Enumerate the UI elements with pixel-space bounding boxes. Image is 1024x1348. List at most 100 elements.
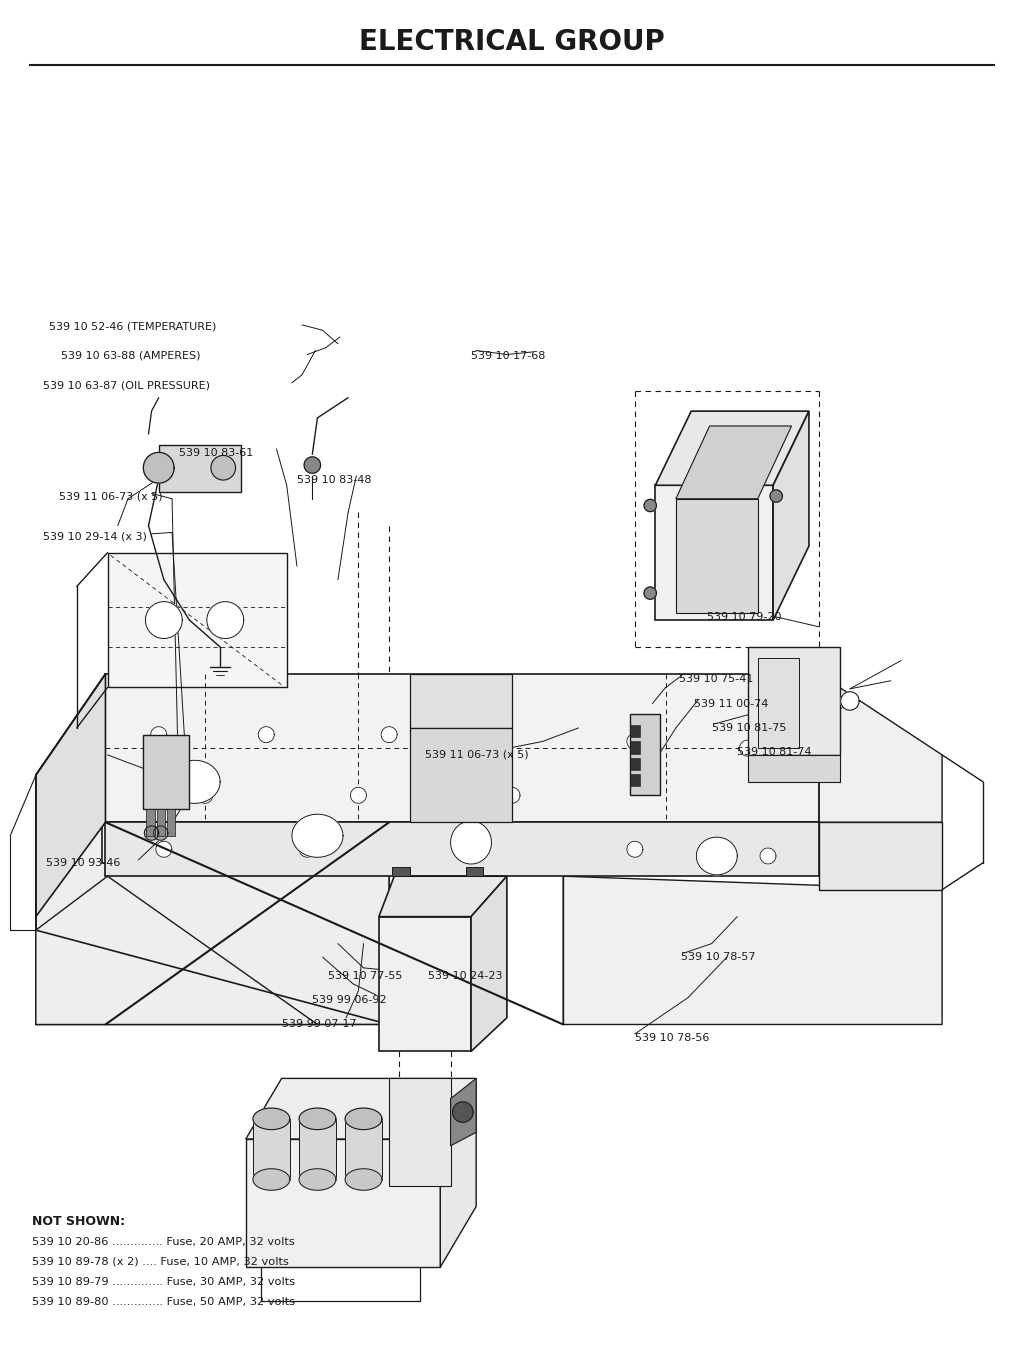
- Polygon shape: [108, 553, 287, 687]
- Polygon shape: [345, 1119, 382, 1180]
- Polygon shape: [253, 1169, 290, 1190]
- Text: 539 99 07-17: 539 99 07-17: [282, 1019, 356, 1030]
- Polygon shape: [143, 735, 189, 809]
- Text: 539 10 89-79 .............. Fuse, 30 AMP, 32 volts: 539 10 89-79 .............. Fuse, 30 AMP…: [32, 1277, 295, 1287]
- Polygon shape: [389, 1078, 451, 1186]
- Text: 539 10 78-57: 539 10 78-57: [681, 952, 756, 962]
- Polygon shape: [102, 714, 840, 863]
- Polygon shape: [304, 457, 321, 473]
- Polygon shape: [748, 755, 840, 782]
- Polygon shape: [169, 760, 220, 803]
- Polygon shape: [299, 1108, 336, 1130]
- Polygon shape: [299, 841, 315, 857]
- Text: 539 10 89-80 .............. Fuse, 50 AMP, 32 volts: 539 10 89-80 .............. Fuse, 50 AMP…: [32, 1297, 295, 1308]
- Polygon shape: [36, 775, 389, 1024]
- Polygon shape: [463, 841, 479, 857]
- Polygon shape: [36, 876, 317, 1024]
- Polygon shape: [644, 499, 656, 512]
- Polygon shape: [167, 809, 175, 836]
- Polygon shape: [157, 809, 165, 836]
- Polygon shape: [630, 758, 640, 770]
- Polygon shape: [146, 809, 155, 836]
- Text: 539 10 17-68: 539 10 17-68: [471, 350, 546, 361]
- Polygon shape: [253, 1108, 290, 1130]
- Polygon shape: [696, 837, 737, 875]
- Text: 539 10 83-48: 539 10 83-48: [297, 474, 372, 485]
- Polygon shape: [841, 692, 859, 710]
- Text: 539 99 06-92: 539 99 06-92: [312, 995, 387, 1006]
- Polygon shape: [154, 826, 168, 840]
- Polygon shape: [197, 787, 213, 803]
- Polygon shape: [563, 876, 942, 1024]
- Polygon shape: [819, 822, 942, 890]
- Polygon shape: [410, 728, 512, 822]
- Polygon shape: [630, 741, 640, 754]
- Text: 539 10 52-46 (TEMPERATURE): 539 10 52-46 (TEMPERATURE): [49, 321, 216, 332]
- Polygon shape: [379, 917, 471, 1051]
- Polygon shape: [299, 1119, 336, 1180]
- Text: 539 11 00-74: 539 11 00-74: [694, 698, 769, 709]
- Polygon shape: [471, 876, 507, 1051]
- Polygon shape: [758, 658, 799, 748]
- Text: 539 10 20-86 .............. Fuse, 20 AMP, 32 volts: 539 10 20-86 .............. Fuse, 20 AMP…: [32, 1237, 295, 1247]
- Text: NOT SHOWN:: NOT SHOWN:: [32, 1215, 125, 1228]
- Polygon shape: [105, 822, 819, 876]
- Polygon shape: [345, 1108, 382, 1130]
- Polygon shape: [630, 774, 640, 786]
- Polygon shape: [105, 674, 819, 822]
- Polygon shape: [258, 727, 274, 743]
- Polygon shape: [381, 727, 397, 743]
- Polygon shape: [451, 821, 492, 864]
- Polygon shape: [36, 674, 389, 930]
- Text: 539 10 77-55: 539 10 77-55: [328, 971, 402, 981]
- Polygon shape: [748, 647, 840, 755]
- Text: 539 11 06-73 (x 5): 539 11 06-73 (x 5): [425, 749, 528, 760]
- Polygon shape: [350, 787, 367, 803]
- Text: 539 11 06-73 (x 5): 539 11 06-73 (x 5): [59, 491, 163, 501]
- Polygon shape: [156, 841, 172, 857]
- Polygon shape: [739, 740, 756, 756]
- Polygon shape: [410, 674, 512, 728]
- Polygon shape: [253, 1119, 290, 1180]
- Polygon shape: [246, 1139, 440, 1267]
- Polygon shape: [379, 876, 507, 917]
- Text: 539 10 63-87 (OIL PRESSURE): 539 10 63-87 (OIL PRESSURE): [43, 380, 210, 391]
- Polygon shape: [655, 485, 773, 620]
- Polygon shape: [494, 727, 510, 743]
- Polygon shape: [655, 411, 809, 485]
- Polygon shape: [676, 499, 758, 613]
- Polygon shape: [143, 453, 174, 483]
- Polygon shape: [627, 733, 643, 749]
- Text: 539 10 93-46: 539 10 93-46: [46, 857, 121, 868]
- Polygon shape: [770, 489, 782, 503]
- Text: 539 10 63-88 (AMPERES): 539 10 63-88 (AMPERES): [61, 350, 201, 361]
- Polygon shape: [504, 787, 520, 803]
- Polygon shape: [760, 848, 776, 864]
- Text: 539 10 81-75: 539 10 81-75: [712, 723, 786, 733]
- Polygon shape: [246, 1078, 476, 1139]
- Polygon shape: [773, 411, 809, 620]
- Text: 539 10 29-14 (x 3): 539 10 29-14 (x 3): [43, 531, 146, 542]
- Polygon shape: [630, 714, 660, 795]
- Text: 539 10 75-41: 539 10 75-41: [679, 674, 754, 685]
- Text: 539 10 78-56: 539 10 78-56: [635, 1033, 710, 1043]
- Polygon shape: [627, 841, 643, 857]
- Text: 539 10 81-74: 539 10 81-74: [737, 747, 812, 758]
- Polygon shape: [292, 814, 343, 857]
- Polygon shape: [299, 1169, 336, 1190]
- Polygon shape: [453, 1101, 473, 1123]
- Text: 539 10 79-20: 539 10 79-20: [707, 612, 781, 623]
- Polygon shape: [676, 426, 792, 499]
- Polygon shape: [630, 725, 640, 737]
- Text: 539 10 83-61: 539 10 83-61: [179, 448, 254, 458]
- Polygon shape: [159, 445, 241, 492]
- Polygon shape: [36, 674, 105, 917]
- Polygon shape: [207, 601, 244, 639]
- Polygon shape: [451, 1078, 476, 1146]
- Polygon shape: [345, 1169, 382, 1190]
- Text: 539 10 89-78 (x 2) .... Fuse, 10 AMP, 32 volts: 539 10 89-78 (x 2) .... Fuse, 10 AMP, 32…: [32, 1256, 289, 1267]
- Polygon shape: [151, 727, 167, 743]
- Polygon shape: [144, 826, 159, 840]
- Text: ELECTRICAL GROUP: ELECTRICAL GROUP: [359, 28, 665, 57]
- Polygon shape: [440, 1078, 476, 1267]
